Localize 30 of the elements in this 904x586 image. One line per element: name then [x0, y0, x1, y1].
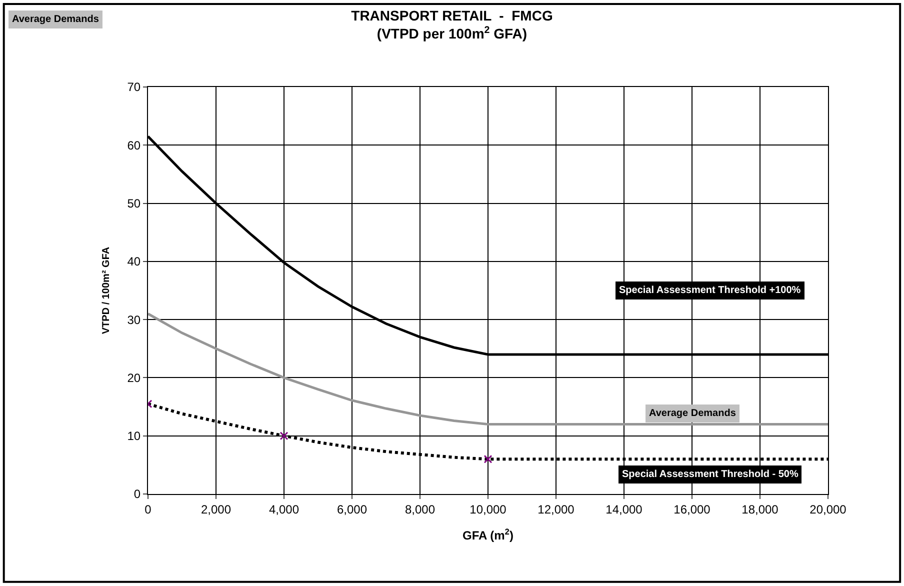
annotation: Special Assessment Threshold +100% [619, 285, 801, 296]
y-tick-label: 60 [127, 138, 141, 152]
y-tick-label: 50 [127, 196, 141, 210]
x-axis-title: GFA (m$^{2}$) [462, 526, 514, 542]
y-tick-label: 70 [127, 80, 141, 94]
x-tick-label: 6,000 [336, 502, 368, 516]
annotation: Special Assessment Threshold - 50% [622, 469, 798, 480]
text: Average Demands [12, 14, 100, 25]
point [280, 432, 288, 440]
x-tick-label: 20,000 [810, 502, 847, 516]
y-tick-label: 10 [127, 429, 141, 444]
y-tick-label: 30 [127, 312, 141, 327]
x-tick-label: 4,000 [268, 502, 300, 516]
point [484, 454, 492, 464]
y-axis-title: VTPD / 100m² GFA [101, 246, 112, 334]
chart-subtitle: (VTPD per 100m$^{2}$ GFA) [376, 24, 528, 42]
x-tick-label: 8,000 [404, 502, 436, 516]
y-tick-label: 40 [127, 254, 141, 269]
line-series [148, 312, 828, 426]
x-tick-label: 12,000 [538, 502, 575, 516]
x-tick-label: 18,000 [742, 502, 779, 516]
x-tick-label: 16,000 [674, 502, 711, 516]
x-tick-label: 0 [144, 502, 152, 516]
y-tick-label: 20 [127, 370, 141, 385]
x-tick-label: 10,000 [470, 502, 507, 516]
chart-title: TRANSPORT RETAIL - FMCG [351, 8, 553, 24]
y-tick-label: 0 [134, 487, 141, 502]
x-tick-label: 14,000 [606, 502, 643, 516]
x-tick-label: 2,000 [200, 502, 232, 516]
annotation: Average Demands [649, 408, 736, 419]
